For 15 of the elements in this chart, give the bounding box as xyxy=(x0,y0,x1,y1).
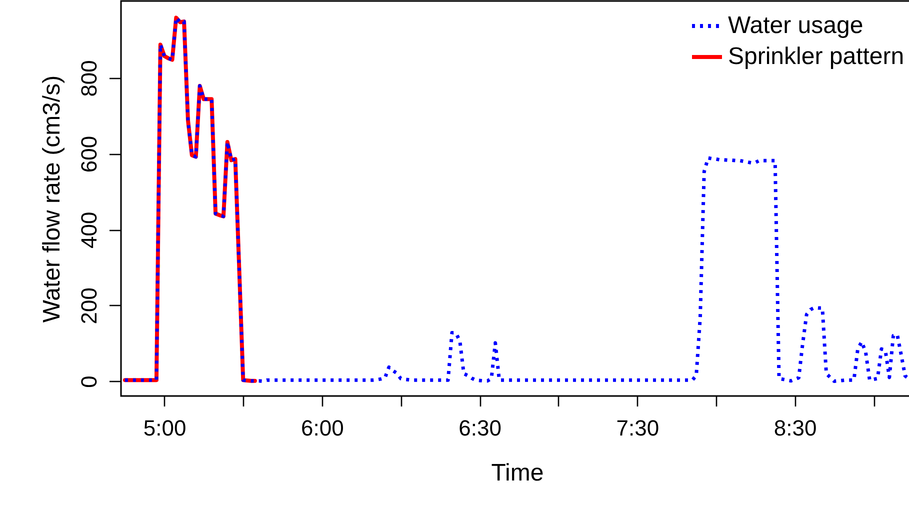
y-axis-title: Water flow rate (cm3/s) xyxy=(38,75,66,323)
legend-label: Water usage xyxy=(728,12,864,39)
legend-label: Sprinkler pattern xyxy=(728,43,904,70)
x-tick-label: 7:30 xyxy=(616,416,660,440)
y-tick-label: 400 xyxy=(76,212,102,248)
line-series xyxy=(123,16,909,383)
x-tick-label: 6:30 xyxy=(458,416,502,440)
y-tick-label: 0 xyxy=(76,376,102,388)
x-tick-label: 5:00 xyxy=(143,416,186,440)
y-tick-label: 200 xyxy=(76,288,102,324)
x-tick-label: 8:30 xyxy=(774,416,817,440)
x-tick-label: 6:00 xyxy=(301,416,344,440)
y-tick-label: 800 xyxy=(76,60,102,97)
y-tick-label: 600 xyxy=(76,136,102,173)
x-axis-title: Time xyxy=(491,460,544,486)
